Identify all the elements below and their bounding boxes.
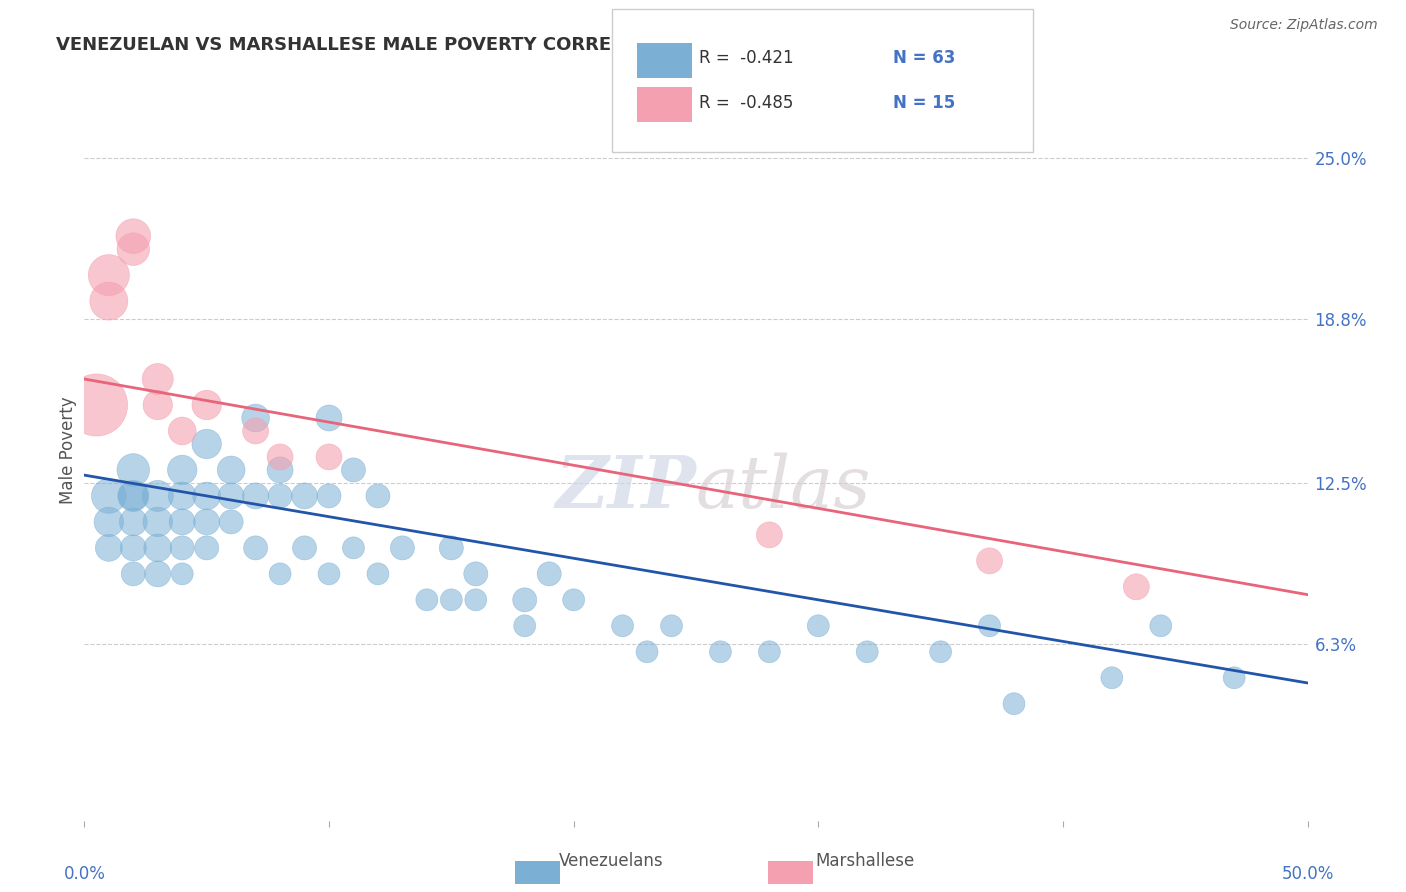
Text: N = 15: N = 15 <box>893 94 955 112</box>
Point <box>122 566 145 581</box>
Point <box>318 411 340 425</box>
Text: VENEZUELAN VS MARSHALLESE MALE POVERTY CORRELATION CHART: VENEZUELAN VS MARSHALLESE MALE POVERTY C… <box>56 36 758 54</box>
Point <box>1125 580 1147 594</box>
Point <box>172 515 194 529</box>
Point <box>172 463 194 477</box>
Point <box>294 489 316 503</box>
Point <box>97 541 120 555</box>
Point <box>245 424 267 438</box>
Point <box>416 592 439 607</box>
Text: 0.0%: 0.0% <box>63 865 105 883</box>
Point <box>538 566 561 581</box>
Point <box>245 541 267 555</box>
Point <box>513 619 536 633</box>
Text: Source: ZipAtlas.com: Source: ZipAtlas.com <box>1230 18 1378 32</box>
Point <box>172 541 194 555</box>
Point <box>97 268 120 282</box>
Point <box>146 489 169 503</box>
Point <box>318 450 340 464</box>
Point <box>318 566 340 581</box>
Point <box>122 229 145 244</box>
Point <box>440 592 463 607</box>
Point <box>636 645 658 659</box>
Point <box>146 372 169 386</box>
Point <box>195 398 218 412</box>
Point <box>97 489 120 503</box>
Point <box>219 515 242 529</box>
Point <box>195 437 218 451</box>
Point <box>342 541 364 555</box>
Point <box>464 592 486 607</box>
Point <box>219 463 242 477</box>
Point <box>391 541 413 555</box>
Point <box>1101 671 1123 685</box>
Point <box>294 541 316 555</box>
Point <box>172 566 194 581</box>
Point <box>172 489 194 503</box>
Point <box>513 592 536 607</box>
Text: ZIP: ZIP <box>555 452 696 523</box>
Point <box>172 424 194 438</box>
Text: N = 63: N = 63 <box>893 49 955 67</box>
Point <box>146 541 169 555</box>
Point <box>367 566 389 581</box>
Point <box>195 489 218 503</box>
Point <box>146 398 169 412</box>
Point <box>122 463 145 477</box>
Point <box>269 566 291 581</box>
Point <box>807 619 830 633</box>
Text: R =  -0.421: R = -0.421 <box>699 49 793 67</box>
Point <box>245 489 267 503</box>
Point <box>86 398 108 412</box>
Point <box>758 528 780 542</box>
Point <box>318 489 340 503</box>
Point <box>195 515 218 529</box>
Point <box>856 645 879 659</box>
Point <box>122 242 145 256</box>
Point <box>146 566 169 581</box>
Point <box>661 619 683 633</box>
Point <box>122 515 145 529</box>
Point <box>195 541 218 555</box>
Point <box>146 515 169 529</box>
Point <box>979 554 1001 568</box>
Point <box>97 515 120 529</box>
Point <box>122 489 145 503</box>
Point <box>464 566 486 581</box>
Point <box>122 541 145 555</box>
Text: 50.0%: 50.0% <box>1281 865 1334 883</box>
Point <box>758 645 780 659</box>
Point <box>1002 697 1025 711</box>
Point <box>979 619 1001 633</box>
Point <box>269 463 291 477</box>
Point <box>562 592 585 607</box>
Text: Marshallese: Marshallese <box>815 852 914 870</box>
Y-axis label: Male Poverty: Male Poverty <box>59 397 77 504</box>
Point <box>97 294 120 309</box>
Text: atlas: atlas <box>696 452 872 523</box>
Point <box>709 645 731 659</box>
Point <box>269 489 291 503</box>
Point <box>342 463 364 477</box>
Text: R =  -0.485: R = -0.485 <box>699 94 793 112</box>
Point <box>1150 619 1173 633</box>
Point <box>612 619 634 633</box>
Point <box>440 541 463 555</box>
Point <box>219 489 242 503</box>
Point <box>1223 671 1246 685</box>
Text: Venezuelans: Venezuelans <box>560 852 664 870</box>
Point <box>245 411 267 425</box>
Point <box>929 645 952 659</box>
Point <box>269 450 291 464</box>
Point <box>122 489 145 503</box>
Point <box>367 489 389 503</box>
